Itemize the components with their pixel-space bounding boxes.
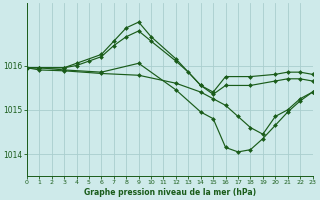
X-axis label: Graphe pression niveau de la mer (hPa): Graphe pression niveau de la mer (hPa) bbox=[84, 188, 256, 197]
